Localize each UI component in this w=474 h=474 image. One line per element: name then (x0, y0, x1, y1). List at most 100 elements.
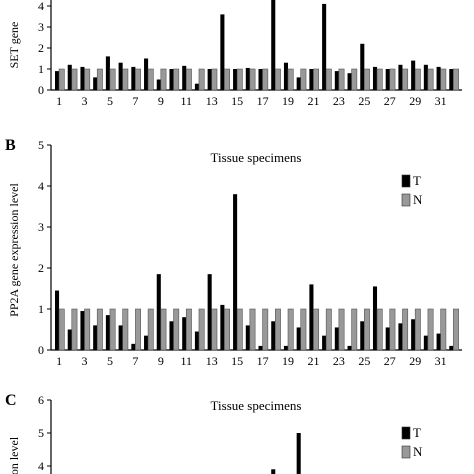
bar-t (156, 79, 161, 90)
x-tick-label: 29 (409, 354, 421, 368)
bar-t (385, 69, 390, 90)
bar-n (300, 68, 307, 91)
y-axis-label: SET gene (7, 22, 21, 69)
bar-n (84, 68, 91, 91)
bar-n (211, 68, 218, 91)
bar-t (309, 69, 314, 90)
bar-n (313, 68, 320, 91)
bar-t (385, 327, 390, 350)
x-tick-label: 15 (231, 94, 243, 108)
chart-title: Tissue specimens (211, 398, 302, 413)
bar-t (55, 290, 60, 350)
bar-n (173, 308, 180, 351)
bar-n (147, 308, 154, 351)
x-tick-label: 21 (307, 354, 319, 368)
y-tick-label: 2 (38, 41, 44, 55)
x-tick-label: 9 (158, 354, 164, 368)
bar-n (262, 68, 269, 91)
bar-n (274, 68, 281, 91)
x-tick-label: 7 (132, 354, 138, 368)
x-tick-label: 5 (107, 354, 113, 368)
bar-t (372, 286, 378, 350)
x-tick-label: 15 (231, 354, 243, 368)
x-tick-label: 19 (282, 94, 294, 108)
x-tick-label: 31 (435, 94, 447, 108)
bar-n (198, 308, 205, 351)
bar-t (296, 327, 301, 350)
bar-n (274, 308, 281, 351)
legend-label: T (413, 173, 421, 188)
bar-t (283, 62, 289, 90)
bar-n (389, 308, 396, 351)
bar-t (105, 56, 110, 90)
bar-t (322, 335, 327, 350)
bar-t (347, 345, 352, 350)
x-tick-label: 23 (333, 94, 345, 108)
x-tick-label: 17 (257, 94, 269, 108)
bar-n (211, 308, 218, 351)
bar-n (109, 308, 116, 351)
bar-n (453, 308, 459, 351)
x-tick-label: 21 (307, 94, 319, 108)
bar-t (411, 319, 416, 350)
x-tick-label: 1 (56, 94, 62, 108)
bar-t (233, 194, 238, 350)
bar-t (105, 315, 110, 350)
y-tick-label: 1 (38, 302, 44, 316)
bar-t (194, 83, 199, 90)
y-tick-label: 3 (38, 20, 44, 34)
bar-t (55, 71, 60, 90)
bar-t (156, 274, 161, 350)
y-tick-label: 5 (38, 138, 44, 152)
bar-n (351, 308, 358, 351)
y-tick-label: 2 (38, 261, 44, 275)
x-tick-label: 19 (282, 354, 294, 368)
bar-t (93, 325, 98, 350)
x-tick-label: 11 (180, 94, 192, 108)
bar-n (109, 68, 116, 91)
panel-label: C (5, 392, 17, 409)
bar-t (271, 0, 276, 90)
legend-swatch (401, 174, 411, 188)
bar-n (389, 68, 396, 91)
legend-swatch (401, 193, 411, 207)
bar-t (423, 335, 428, 350)
bar-n (236, 68, 243, 91)
x-tick-label: 3 (82, 94, 88, 108)
bar-n (185, 68, 192, 91)
bar-t (182, 65, 187, 90)
bar-t (271, 321, 276, 350)
bar-n (402, 68, 409, 91)
bar-t (372, 66, 378, 90)
legend-label: T (413, 425, 421, 440)
bar-t (220, 14, 225, 90)
bar-n (122, 308, 129, 351)
bar-n (135, 308, 141, 351)
bar-t (93, 77, 98, 90)
bar-t (220, 304, 225, 350)
bar-t (360, 321, 365, 350)
bar-t (207, 274, 212, 350)
bar-n (338, 68, 345, 91)
bar-t (80, 311, 85, 350)
bar-n (313, 308, 320, 351)
bar-t (271, 469, 276, 474)
y-axis-label: sion level (7, 436, 21, 474)
x-tick-label: 13 (206, 94, 218, 108)
bar-n (122, 68, 129, 91)
bar-n (71, 68, 78, 91)
bar-t (258, 345, 263, 350)
bar-t (131, 66, 136, 90)
bar-n (198, 68, 205, 91)
bar-n (96, 68, 103, 91)
x-tick-label: 11 (180, 354, 192, 368)
bar-t (411, 60, 416, 90)
bar-t (309, 284, 314, 350)
bar-n (440, 308, 447, 351)
bar-n (249, 68, 256, 91)
bar-t (169, 321, 174, 350)
bar-t (144, 335, 149, 350)
